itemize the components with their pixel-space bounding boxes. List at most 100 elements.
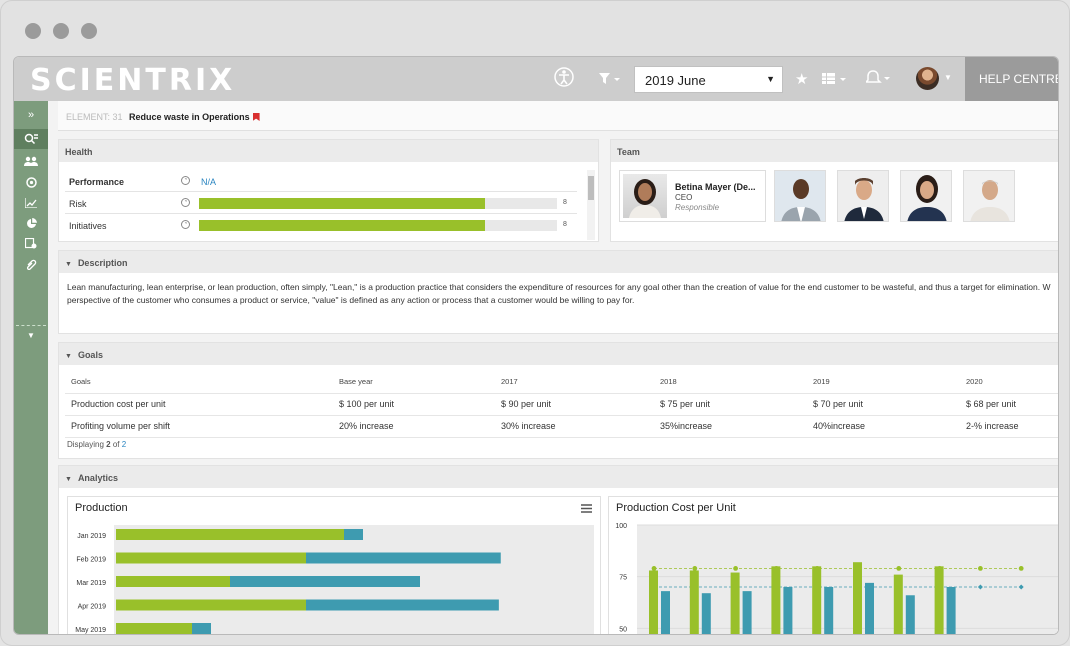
- avatar-chevron-icon[interactable]: ▼: [944, 73, 952, 82]
- y-tick-label: Jan 2019: [77, 533, 106, 540]
- goals-panel-header[interactable]: ▼ Goals: [59, 343, 1058, 365]
- health-panel-header: Health: [59, 140, 598, 162]
- sidebar-item-analytics[interactable]: [14, 218, 48, 232]
- collapse-caret-icon[interactable]: ▼: [65, 353, 72, 360]
- column-header[interactable]: Goals: [65, 371, 333, 394]
- target-point: [651, 566, 657, 571]
- risk-score: 8: [563, 199, 567, 206]
- bar: [771, 566, 781, 634]
- goals-title: Goals: [77, 350, 103, 360]
- bookmark-flag-icon[interactable]: [252, 113, 260, 121]
- user-avatar[interactable]: [916, 67, 939, 90]
- star-icon[interactable]: ★: [795, 71, 809, 88]
- health-row-risk: Risk ◔ 8: [65, 192, 577, 214]
- bar-segment-1: [116, 529, 344, 540]
- sidebar-item-attachments[interactable]: [14, 259, 48, 273]
- accessibility-icon[interactable]: [553, 66, 575, 92]
- bar-segment-2: [230, 576, 420, 587]
- bar: [853, 562, 862, 634]
- bar: [824, 587, 834, 634]
- sidebar-item-team[interactable]: [14, 156, 48, 169]
- bar: [742, 591, 752, 634]
- team-member-photo[interactable]: [900, 170, 952, 222]
- table-cell: $ 68 per unit: [960, 393, 1058, 416]
- table-row[interactable]: Production cost per unit $ 100 per unit …: [65, 393, 1058, 416]
- description-text: Lean manufacturing, lean enterprise, or …: [67, 281, 1058, 306]
- analytics-panel: ▼ Analytics Production Jan 2019 Feb 2019 Ma…: [58, 465, 1058, 634]
- sidebar-item-reports[interactable]: [14, 237, 48, 252]
- pagination-count: 2: [106, 440, 111, 449]
- expand-sidebar-icon[interactable]: »: [27, 109, 35, 121]
- table-view-icon[interactable]: [822, 72, 848, 89]
- sidebar-more-chevron-icon[interactable]: ▼: [27, 331, 35, 340]
- pagination-total-link[interactable]: 2: [121, 440, 127, 449]
- analytics-panel-header[interactable]: ▼ Analytics: [59, 466, 1058, 488]
- production-cost-chart-svg: 100 75 50: [615, 523, 1058, 634]
- target-point: [977, 584, 983, 590]
- element-id: ELEMENT: 31: [66, 112, 123, 122]
- gauge-icon[interactable]: ◔: [181, 176, 190, 185]
- sidebar-divider: [16, 325, 46, 326]
- help-centre-button[interactable]: HELP CENTRE: [965, 57, 1058, 101]
- bar: [946, 587, 956, 634]
- column-header[interactable]: 2020: [960, 371, 1058, 394]
- chart-title: Production: [75, 502, 128, 514]
- column-header[interactable]: 2018: [654, 371, 807, 394]
- description-panel-header[interactable]: ▼ Description: [59, 251, 1058, 273]
- column-header[interactable]: 2019: [807, 371, 960, 394]
- health-scrollbar[interactable]: [587, 170, 595, 240]
- bar: [812, 566, 822, 634]
- users-icon: [24, 156, 38, 166]
- team-member-photo[interactable]: [837, 170, 889, 222]
- table-cell: 30% increase: [495, 415, 654, 438]
- chart-title: Production Cost per Unit: [616, 502, 736, 514]
- sidebar-item-trends[interactable]: [14, 198, 48, 211]
- column-header[interactable]: Base year: [333, 371, 495, 394]
- team-lead-name: Betina Mayer (De...: [675, 182, 756, 192]
- chevron-down-icon: ▼: [766, 74, 775, 84]
- health-panel: Health Performance ◔ N/A Risk ◔ 8 Initia…: [58, 139, 599, 242]
- sidebar-item-goals[interactable]: [14, 177, 48, 191]
- production-chart-svg: Jan 2019 Feb 2019 Mar 2019 Apr 2019 May 2019: [75, 525, 594, 634]
- team-lead-photo: [623, 174, 667, 218]
- target-point: [978, 566, 983, 571]
- pagination-of: of: [112, 440, 120, 449]
- period-select-value: 2019 June: [645, 73, 706, 88]
- bar-segment-2: [306, 552, 501, 564]
- initiatives-progress-bar: [199, 220, 557, 231]
- target-point: [1018, 566, 1024, 571]
- bar-segment-2: [344, 529, 363, 540]
- window-maximize-dot[interactable]: [81, 23, 97, 39]
- sidebar-item-elements[interactable]: [14, 129, 48, 149]
- y-tick-label: 75: [619, 575, 627, 582]
- filter-icon[interactable]: [599, 72, 621, 89]
- health-row-label: Initiatives: [69, 221, 107, 231]
- column-header[interactable]: 2017: [495, 371, 654, 394]
- collapse-caret-icon[interactable]: ▼: [65, 261, 72, 268]
- table-row[interactable]: Profiting volume per shift 20% increase …: [65, 415, 1058, 438]
- gauge-icon[interactable]: ◔: [181, 198, 190, 207]
- gauge-icon[interactable]: ◔: [181, 220, 190, 229]
- team-member-photo[interactable]: [774, 170, 826, 222]
- bar-segment-2: [306, 599, 499, 611]
- description-panel: ▼ Description Lean manufacturing, lean en…: [58, 250, 1058, 334]
- table-cell: Production cost per unit: [65, 393, 333, 416]
- team-lead-card[interactable]: Betina Mayer (De... CEO Responsible: [619, 170, 766, 222]
- team-member-photo[interactable]: [963, 170, 1015, 222]
- table-cell: $ 100 per unit: [333, 393, 495, 416]
- performance-value[interactable]: N/A: [201, 177, 217, 187]
- bar: [905, 595, 915, 634]
- collapse-caret-icon[interactable]: ▼: [65, 476, 72, 483]
- window-close-dot[interactable]: [25, 23, 41, 39]
- report-icon: [24, 237, 37, 249]
- bar: [649, 570, 658, 634]
- bell-icon[interactable]: [864, 70, 892, 90]
- chart-menu-icon[interactable]: [581, 504, 592, 515]
- target-point: [896, 566, 902, 571]
- period-select[interactable]: 2019 June ▼: [634, 66, 783, 93]
- bar-segment-1: [116, 623, 192, 634]
- scrollbar-thumb[interactable]: [588, 176, 594, 200]
- window-minimize-dot[interactable]: [53, 23, 69, 39]
- pie-chart-icon: [26, 218, 37, 228]
